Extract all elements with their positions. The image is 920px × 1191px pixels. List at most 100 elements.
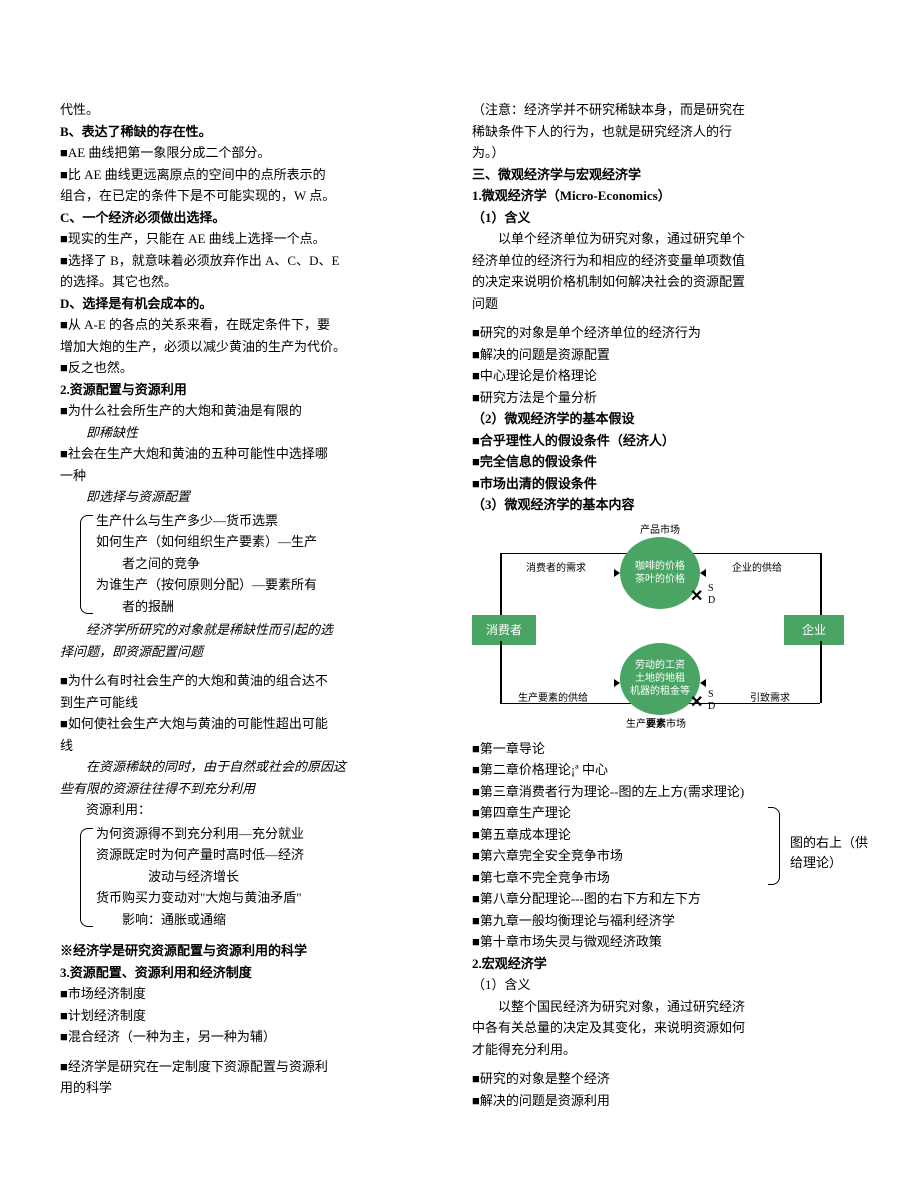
text: 即稀缺性 — [60, 423, 448, 443]
text: （注意：经济学并不研究稀缺本身，而是研究在 — [472, 100, 860, 120]
text: ■比 AE 曲线更远离原点的空间中的点所表示的 — [60, 165, 448, 185]
text: 土地的地租 — [635, 672, 685, 685]
text: 的决定来说明价格机制如何解决社会的资源配置 — [472, 272, 860, 292]
section-c-title: C、一个经济必须做出选择。 — [60, 208, 448, 228]
text: 者的报酬 — [96, 597, 448, 617]
text: 如何生产（如何组织生产要素）—生产 — [96, 532, 448, 552]
section-1-title: 1.微观经济学（Micro-Economics） — [472, 186, 860, 206]
diagram-top-circle: 咖啡的价格 茶叶的价格 — [620, 537, 700, 609]
diagram-top-label: 产品市场 — [640, 523, 680, 538]
text: （1）含义 — [472, 208, 860, 228]
text: 稀缺条件下人的行为，也就是研究经济人的行 — [472, 122, 860, 142]
text: ■第二章价格理论¡ª 中心 — [472, 760, 860, 780]
section-b-title: B、表达了稀缺的存在性。 — [60, 122, 448, 142]
bracket-group-1: 生产什么与生产多少—货币选票 如何生产（如何组织生产要素）—生产 者之间的竞争 … — [60, 511, 448, 619]
text: 问题 — [472, 294, 860, 314]
microeconomics-diagram: 产品市场 咖啡的价格 茶叶的价格 消费者的需求 企业的供给 ✕ S D 消费者 … — [472, 523, 860, 733]
text: 中各有关总量的决定及其变化，来说明资源如何 — [472, 1018, 860, 1038]
text: ※经济学是研究资源配置与资源利用的科学 — [60, 941, 448, 961]
text: 代性。 — [60, 100, 448, 120]
label: 消费者的需求 — [526, 561, 586, 576]
text: ■混合经济（一种为主，另一种为辅） — [60, 1027, 448, 1047]
text: ■研究方法是个量分析 — [472, 388, 860, 408]
text: 到生产可能线 — [60, 693, 448, 713]
text: 在资源稀缺的同时，由于自然或社会的原因这 — [60, 757, 448, 777]
text: ■经济学是研究在一定制度下资源配置与资源利 — [60, 1057, 448, 1077]
cross-icon: ✕ — [690, 691, 703, 715]
text: ■计划经济制度 — [60, 1006, 448, 1026]
right-column: （注意：经济学并不研究稀缺本身，而是研究在 稀缺条件下人的行为，也就是研究经济人… — [472, 100, 860, 1151]
text: ■如何使社会生产大炮与黄油的可能性超出可能 — [60, 714, 448, 734]
text: （3）微观经济学的基本内容 — [472, 495, 860, 515]
text: 择问题，即资源配置问题 — [60, 642, 448, 662]
section-2-title: 2.资源配置与资源利用 — [60, 380, 448, 400]
label: D — [708, 593, 715, 608]
text: ■社会在生产大炮和黄油的五种可能性中选择哪 — [60, 444, 448, 464]
text: 才能得充分利用。 — [472, 1040, 860, 1060]
right-bracket-group: ■第四章生产理论 ■第五章成本理论 ■第六章完全安全竞争市场 ■第七章不完全竞争… — [472, 803, 860, 889]
text: ■第九章一般均衡理论与福利经济学 — [472, 911, 860, 931]
section-d-title: D、选择是有机会成本的。 — [60, 294, 448, 314]
section-2-title: 2.宏观经济学 — [472, 954, 860, 974]
text: ■中心理论是价格理论 — [472, 366, 860, 386]
text: 咖啡的价格 — [635, 560, 685, 573]
text: 者之间的竞争 — [96, 554, 448, 574]
text: 用的科学 — [60, 1078, 448, 1098]
text: 增加大炮的生产，必须以减少黄油的生产为代价。 — [60, 337, 448, 357]
text: 为何资源得不到充分利用—充分就业 — [96, 824, 448, 844]
text: ■为什么有时社会生产的大炮和黄油的组合达不 — [60, 671, 448, 691]
text: ■第一章导论 — [472, 739, 860, 759]
text: ■现实的生产，只能在 AE 曲线上选择一个点。 — [60, 229, 448, 249]
text: 即选择与资源配置 — [60, 487, 448, 507]
heading-3: 三、微观经济学与宏观经济学 — [472, 165, 860, 185]
text: 劳动的工资 — [635, 659, 685, 672]
text: 线 — [60, 736, 448, 756]
diagram-bottom-circle: 劳动的工资 土地的地租 机器的租金等 — [620, 643, 700, 715]
text: ■研究的对象是单个经济单位的经济行为 — [472, 323, 860, 343]
text: ■反之也然。 — [60, 358, 448, 378]
text: ■为什么社会所生产的大炮和黄油是有限的 — [60, 401, 448, 421]
text: 为。） — [472, 143, 860, 163]
text: ■选择了 B，就意味着必须放弃作出 A、C、D、E — [60, 251, 448, 271]
diagram-bottom-label: 生产要素市场 — [626, 717, 686, 732]
text: ■AE 曲线把第一象限分成二个部分。 — [60, 143, 448, 163]
left-column: 代性。 B、表达了稀缺的存在性。 ■AE 曲线把第一象限分成二个部分。 ■比 A… — [60, 100, 448, 1151]
text: ■解决的问题是资源利用 — [472, 1091, 860, 1111]
text: 波动与经济增长 — [96, 867, 448, 887]
text: ■第十章市场失灵与微观经济政策 — [472, 932, 860, 952]
text: 生产什么与生产多少—货币选票 — [96, 511, 448, 531]
text: 些有限的资源往往得不到充分利用 — [60, 779, 448, 799]
text: ■解决的问题是资源配置 — [472, 345, 860, 365]
text: ■从 A-E 的各点的关系来看，在既定条件下，要 — [60, 315, 448, 335]
label: D — [708, 699, 715, 714]
text: 经济单位的经济行为和相应的经济变量单项数值 — [472, 251, 860, 271]
text: 以整个国民经济为研究对象，通过研究经济 — [472, 997, 860, 1017]
text: ■完全信息的假设条件 — [472, 452, 860, 472]
text: ■第八章分配理论---图的右下方和左下方 — [472, 889, 860, 909]
text: 货币购买力变动对"大炮与黄油矛盾" — [96, 888, 448, 908]
firm-node: 企业 — [784, 615, 844, 645]
text: 以单个经济单位为研究对象，通过研究单个 — [472, 229, 860, 249]
text: 经济学所研究的对象就是稀缺性而引起的选 — [60, 620, 448, 640]
text: 影响：通胀或通缩 — [96, 910, 448, 930]
label: 企业的供给 — [732, 561, 782, 576]
text: 组合，在已定的条件下是不可能实现的，W 点。 — [60, 186, 448, 206]
text: （2）微观经济学的基本假设 — [472, 409, 860, 429]
text: ■第三章消费者行为理论--图的左上方(需求理论) — [472, 782, 860, 802]
text: 为谁生产（按何原则分配）—要素所有 — [96, 575, 448, 595]
bracket-label: 图的右上（供给理论） — [790, 833, 870, 872]
text: 资源利用： — [60, 800, 448, 820]
section-3-title: 3.资源配置、资源利用和经济制度 — [60, 963, 448, 983]
text: 茶叶的价格 — [635, 573, 685, 586]
cross-icon: ✕ — [690, 585, 703, 609]
text: ■研究的对象是整个经济 — [472, 1069, 860, 1089]
bracket-group-2: 为何资源得不到充分利用—充分就业 资源既定时为何产量时高时低—经济 波动与经济增… — [60, 824, 448, 932]
consumer-node: 消费者 — [472, 615, 536, 645]
text: （1）含义 — [472, 975, 860, 995]
text: 资源既定时为何产量时高时低—经济 — [96, 845, 448, 865]
text: 的选择。其它也然。 — [60, 272, 448, 292]
label: 引致需求 — [750, 691, 790, 706]
text: ■合乎理性人的假设条件（经济人） — [472, 431, 860, 451]
text: 机器的租金等 — [630, 685, 690, 698]
text: ■市场出清的假设条件 — [472, 474, 860, 494]
